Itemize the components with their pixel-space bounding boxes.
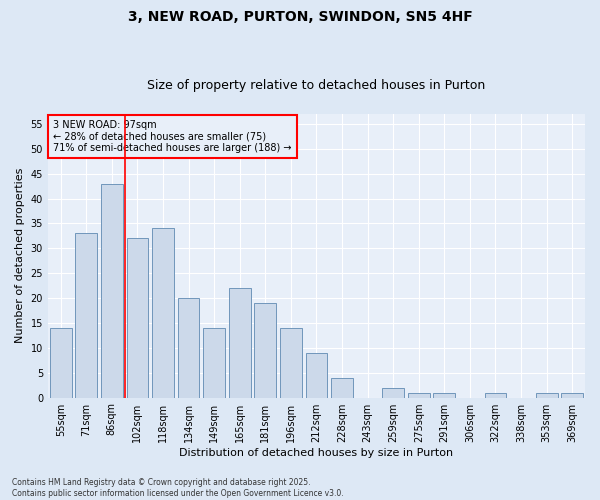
Bar bbox=[562, 392, 583, 398]
Bar bbox=[203, 328, 225, 398]
Bar bbox=[485, 392, 506, 398]
Bar bbox=[280, 328, 302, 398]
Bar bbox=[101, 184, 123, 398]
Bar bbox=[305, 353, 328, 398]
Bar bbox=[50, 328, 71, 398]
Text: 3, NEW ROAD, PURTON, SWINDON, SN5 4HF: 3, NEW ROAD, PURTON, SWINDON, SN5 4HF bbox=[128, 10, 472, 24]
Bar bbox=[127, 238, 148, 398]
Bar bbox=[331, 378, 353, 398]
Bar bbox=[229, 288, 251, 398]
Bar bbox=[433, 392, 455, 398]
Bar bbox=[76, 234, 97, 398]
Y-axis label: Number of detached properties: Number of detached properties bbox=[15, 168, 25, 344]
Bar bbox=[382, 388, 404, 398]
Text: 3 NEW ROAD: 97sqm
← 28% of detached houses are smaller (75)
71% of semi-detached: 3 NEW ROAD: 97sqm ← 28% of detached hous… bbox=[53, 120, 292, 153]
Bar bbox=[254, 303, 276, 398]
Bar bbox=[178, 298, 199, 398]
Bar bbox=[536, 392, 557, 398]
Title: Size of property relative to detached houses in Purton: Size of property relative to detached ho… bbox=[148, 79, 485, 92]
Text: Contains HM Land Registry data © Crown copyright and database right 2025.
Contai: Contains HM Land Registry data © Crown c… bbox=[12, 478, 344, 498]
X-axis label: Distribution of detached houses by size in Purton: Distribution of detached houses by size … bbox=[179, 448, 454, 458]
Bar bbox=[152, 228, 174, 398]
Bar bbox=[408, 392, 430, 398]
